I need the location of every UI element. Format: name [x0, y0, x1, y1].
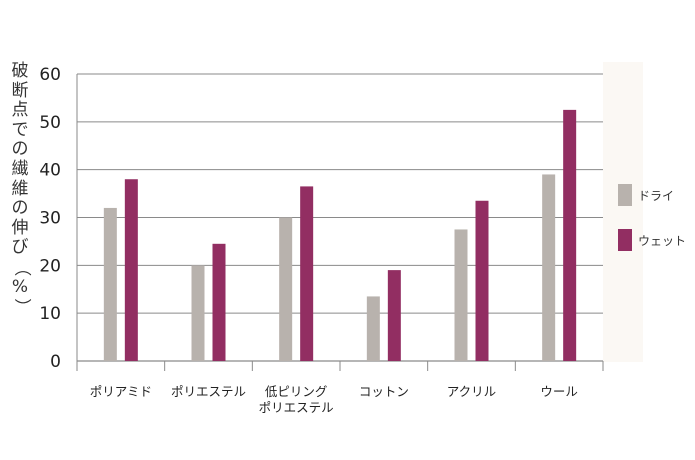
y-tick-label: 30: [39, 209, 61, 229]
y-axis-label-char: の: [11, 198, 29, 219]
y-axis-label-char: 点: [11, 100, 29, 121]
x-tick-label: コットン: [359, 384, 409, 399]
x-tick-label: 低ピリング: [265, 384, 328, 399]
bar-wet: [300, 186, 314, 361]
legend-item: ドライ: [618, 184, 674, 206]
y-axis-label-char: 破: [11, 61, 29, 81]
y-axis-label-char: で: [11, 119, 29, 140]
legend-background: [603, 62, 643, 362]
x-tick-label: アクリル: [447, 384, 496, 399]
y-tick-label: 40: [39, 161, 61, 181]
y-axis-label-char: 維: [11, 178, 29, 199]
x-tick-label: ウール: [540, 384, 578, 399]
y-axis-label-char: の: [11, 139, 29, 160]
y-tick-label: 10: [39, 304, 61, 324]
x-tick-label: ポリエステル: [259, 400, 334, 415]
bar-dry: [542, 174, 556, 361]
x-tick-label: ポリエステル: [171, 384, 246, 399]
legend-label: ドライ: [638, 188, 675, 203]
bar-dry: [103, 207, 117, 361]
y-axis-label-char: 断: [11, 80, 29, 101]
legend-label: ウェット: [638, 233, 687, 248]
bar-dry: [191, 265, 205, 361]
y-tick-label: 20: [39, 256, 61, 276]
y-axis-label-char: 繊: [11, 158, 29, 179]
legend-item: ウェット: [618, 229, 686, 251]
y-axis-label-char: 伸: [11, 217, 29, 238]
bar-wet: [212, 243, 226, 361]
y-axis-label-char: %: [11, 276, 29, 297]
y-tick-label: 60: [39, 65, 61, 85]
legend-swatch: [618, 184, 632, 206]
y-tick-label: 50: [39, 113, 61, 133]
bar-dry: [454, 229, 468, 361]
bar-wet: [475, 200, 489, 361]
bar-dry: [279, 217, 293, 361]
y-axis-label-char: び: [11, 237, 29, 258]
y-axis-label: 破断点での繊維の伸び（%）: [8, 61, 32, 317]
bar-dry: [366, 296, 380, 361]
bar-wet: [387, 270, 401, 361]
bar-wet: [563, 109, 577, 361]
bar-wet: [124, 179, 138, 361]
x-tick-label: ポリアミド: [90, 384, 152, 399]
y-tick-label: 0: [50, 352, 61, 372]
legend-swatch: [618, 229, 632, 251]
